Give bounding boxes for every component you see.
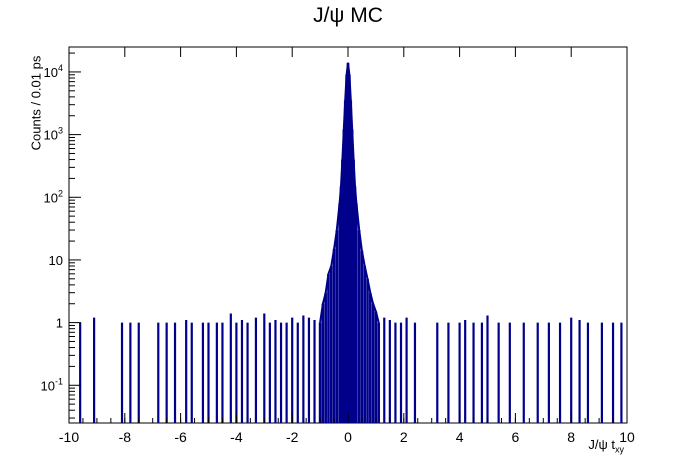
y-tick-label: 10 <box>49 253 63 268</box>
y-tick-label: 104 <box>44 63 63 80</box>
x-tick-label: -4 <box>230 429 243 445</box>
x-axis-label-subscript: xy <box>615 444 624 455</box>
x-axis-label: J/ψ txy <box>588 437 624 455</box>
y-tick-exponent: 3 <box>58 126 63 136</box>
x-tick-label: 10 <box>619 429 635 445</box>
y-tick-label: 102 <box>44 188 63 205</box>
x-tick-label: 2 <box>400 429 408 445</box>
x-tick-label: 8 <box>567 429 575 445</box>
x-axis-label-text: J/ψ t <box>588 437 615 452</box>
x-tick-label: 4 <box>456 429 464 445</box>
y-tick-label: 10-1 <box>41 376 63 393</box>
y-tick-label: 103 <box>44 126 63 143</box>
x-tick-label: 6 <box>512 429 520 445</box>
x-tick-label: 0 <box>344 429 352 445</box>
y-tick-exponent: -1 <box>55 376 63 386</box>
peak-outline <box>319 62 380 323</box>
chart-title: J/ψ MC <box>313 4 383 27</box>
y-tick-label: 1 <box>56 316 63 331</box>
x-tick-label: -8 <box>119 429 132 445</box>
x-tick-label: -10 <box>59 429 79 445</box>
y-tick-exponent: 4 <box>58 63 63 73</box>
x-tick-label: -2 <box>286 429 299 445</box>
y-tick-exponent: 2 <box>58 188 63 198</box>
x-tick-label: -6 <box>174 429 187 445</box>
